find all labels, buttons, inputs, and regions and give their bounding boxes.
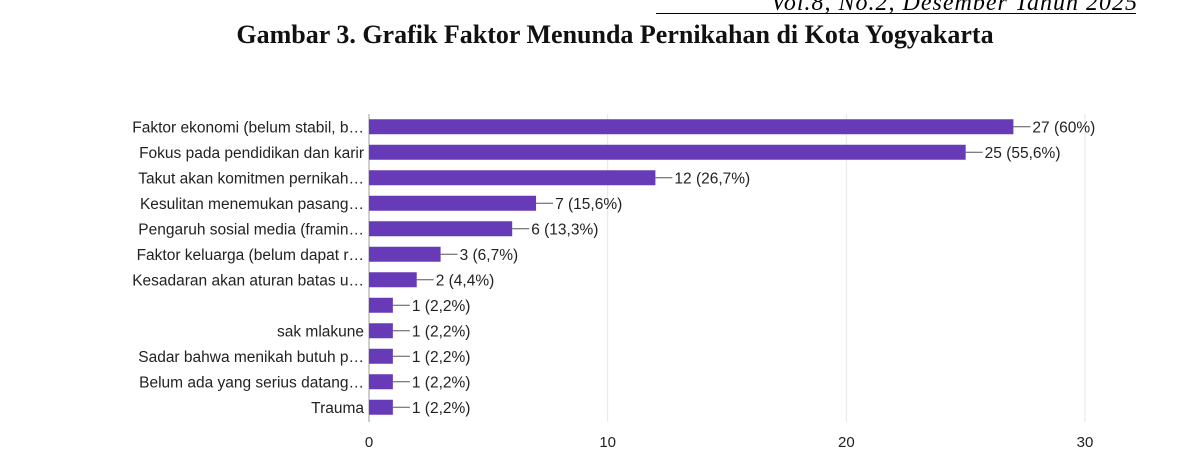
figure-title: Gambar 3. Grafik Faktor Menunda Pernikah… <box>236 20 994 49</box>
data-label: 3 (6,7%) <box>460 247 519 264</box>
x-tick-label: 20 <box>838 434 855 451</box>
data-label: 2 (4,4%) <box>436 272 495 289</box>
data-label: 7 (15,6%) <box>555 196 622 213</box>
header-rule <box>656 13 1136 14</box>
category-label: Trauma <box>311 400 364 417</box>
x-tick-label: 30 <box>1077 434 1094 451</box>
category-label: Faktor keluarga (belum dapat r… <box>137 247 364 264</box>
category-label: Pengaruh sosial media (framin… <box>138 221 364 238</box>
bar <box>369 170 656 186</box>
category-label: Kesulitan menemukan pasang… <box>140 196 364 213</box>
data-label: 1 (2,2%) <box>412 400 471 417</box>
category-label: Belum ada yang serius datang… <box>139 374 364 391</box>
data-label: 1 (2,2%) <box>412 323 471 340</box>
data-label: 6 (13,3%) <box>531 221 598 238</box>
bar <box>369 272 417 288</box>
bar <box>369 246 441 262</box>
data-label: 1 (2,2%) <box>412 374 471 391</box>
bar <box>369 374 393 390</box>
bar <box>369 221 513 237</box>
bar <box>369 119 1014 135</box>
bar <box>369 323 393 339</box>
bar <box>369 348 393 364</box>
data-label: 27 (60%) <box>1032 119 1095 136</box>
category-label: Sadar bahwa menikah butuh p… <box>138 349 364 366</box>
x-tick-label: 0 <box>365 434 373 451</box>
data-label: 12 (26,7%) <box>674 170 750 187</box>
category-label: Kesadaran akan aturan batas u… <box>132 272 364 289</box>
category-label: Faktor ekonomi (belum stabil, b… <box>132 119 364 136</box>
x-tick-label: 10 <box>599 434 616 451</box>
bar <box>369 195 537 211</box>
category-label: Takut akan komitmen pernikah… <box>138 170 364 187</box>
category-label: Fokus pada pendidikan dan karir <box>139 145 364 162</box>
category-label: sak mlakune <box>277 323 364 340</box>
data-label: 1 (2,2%) <box>412 349 471 366</box>
bar <box>369 144 966 160</box>
data-label: 1 (2,2%) <box>412 298 471 315</box>
journal-header: Vol.8, No.2, Desember Tahun 2025 <box>770 0 1138 16</box>
bar <box>369 399 393 415</box>
data-label: 25 (55,6%) <box>985 145 1061 162</box>
bar <box>369 297 393 313</box>
